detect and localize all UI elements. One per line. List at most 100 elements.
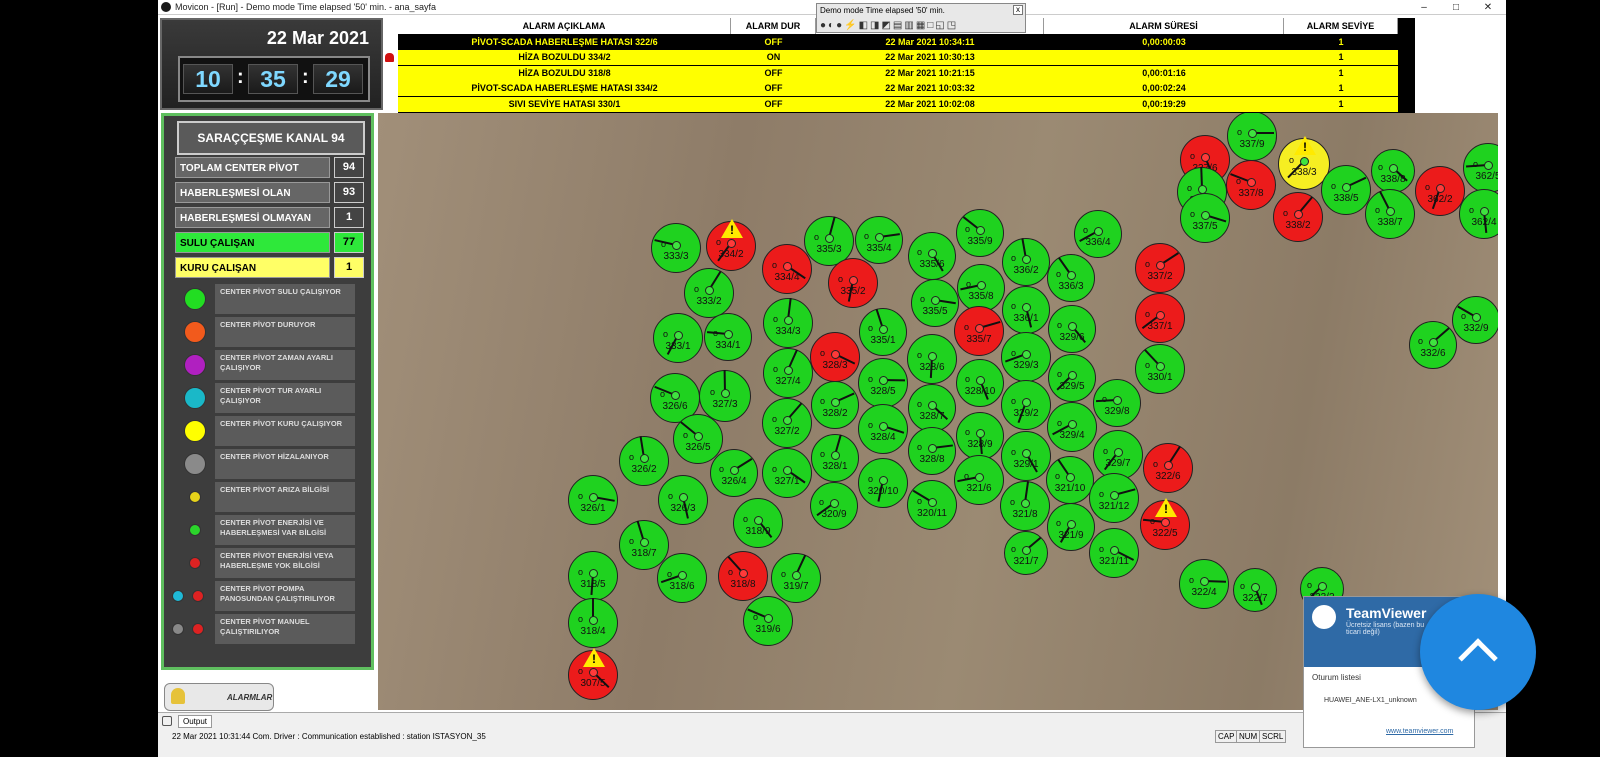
pivot-320-11[interactable]: o 320/11 [907, 480, 957, 530]
pivot-318-9[interactable]: o 318/9 [733, 498, 783, 548]
pivot-335-1[interactable]: o 335/1 [859, 308, 907, 356]
tab-output[interactable]: Output [178, 715, 213, 728]
alarm-row[interactable]: HİZA BOZULDU 318/8 OFF 22 Mar 2021 10:21:1… [398, 65, 1398, 81]
pivot-329-8[interactable]: o 329/8 [1093, 379, 1141, 427]
pivot-333-3[interactable]: o 333/3 [651, 223, 701, 273]
pivot-320-10[interactable]: o 320/10 [858, 458, 908, 508]
pivot-328-2[interactable]: o 328/2 [811, 381, 859, 429]
maximize-button[interactable]: □ [1452, 2, 1460, 13]
pivot-329-3[interactable]: o 329/3 [1001, 332, 1051, 382]
alarms-button[interactable]: ALARMLAR [164, 683, 274, 711]
pivot-318-8[interactable]: o 318/8 [718, 551, 768, 601]
pivot-336-4[interactable]: o 336/4 [1074, 210, 1122, 258]
pivot-307-5[interactable]: o 307/5! [568, 648, 618, 700]
pivot-322-5[interactable]: o 322/5! [1140, 498, 1190, 550]
pivot-326-5[interactable]: o 326/5 [673, 414, 723, 464]
pivot-330-1[interactable]: o 330/1 [1135, 344, 1185, 394]
pivot-333-2[interactable]: o 333/2 [684, 268, 734, 318]
alarm-row[interactable]: HİZA BOZULDU 334/2 ON 22 Mar 2021 10:30:13… [385, 50, 1398, 66]
pivot-328-5[interactable]: o 328/5 [858, 358, 908, 408]
alarm-row[interactable]: SIVI SEVİYE HATASI 330/1 OFF 22 Mar 2021 1… [398, 96, 1398, 112]
pivot-327-3[interactable]: o 327/3 [699, 369, 751, 422]
pivot-326-4[interactable]: o 326/4 [710, 449, 758, 497]
pivot-334-2[interactable]: o 334/2! [706, 219, 756, 271]
pivot-338-5[interactable]: o 338/5 [1321, 165, 1371, 215]
alarm-row[interactable]: PİVOT-SCADA HABERLEŞME HATASI 322/6 OFF 22… [398, 35, 1398, 50]
teamviewer-link[interactable]: www.teamviewer.com [1386, 728, 1454, 735]
pivot-334-4[interactable]: o 334/4 [762, 244, 812, 294]
pivot-335-2[interactable]: o 335/2 [828, 258, 878, 308]
pivot-336-1[interactable]: o 336/1 [1002, 286, 1050, 334]
pivot-335-3[interactable]: o 335/3 [804, 216, 854, 266]
pivot-329-4[interactable]: o 329/4 [1047, 402, 1097, 452]
header-alarm-duration[interactable]: ALARM SÜRESİ [1044, 18, 1284, 34]
session-list-title[interactable]: Oturum listesi [1312, 673, 1361, 682]
pivot-337-1[interactable]: o 337/1 [1135, 293, 1185, 343]
pivot-362-2[interactable]: o 362/2 [1415, 166, 1465, 216]
pivot-338-2[interactable]: o 338/2 [1273, 192, 1323, 242]
pivot-329-1[interactable]: o 329/1 [1001, 431, 1051, 481]
pivot-328-1[interactable]: o 328/1 [811, 434, 859, 482]
minimize-button[interactable]: ‒ [1421, 2, 1427, 13]
pivot-321-6[interactable]: o 321/6 [954, 455, 1004, 505]
pivot-338-7[interactable]: o 338/7 [1365, 189, 1415, 239]
pivot-329-7[interactable]: o 329/7 [1093, 430, 1143, 480]
pivot-328-6[interactable]: o 328/6 [907, 334, 957, 384]
pivot-328-7[interactable]: o 328/7 [908, 384, 956, 432]
scroll-up-button[interactable] [1420, 594, 1536, 710]
alarm-row[interactable]: PİVOT-SCADA HABERLEŞME HATASI 334/2 OFF 22… [398, 81, 1398, 97]
pivot-337-2[interactable]: o 337/2 [1135, 243, 1185, 293]
pivot-334-3[interactable]: o 334/3 [763, 298, 813, 348]
pivot-328-9[interactable]: o 328/9 [956, 412, 1004, 460]
pivot-322-7[interactable]: o 322/7 [1233, 568, 1277, 612]
header-alarm-description[interactable]: ALARM AÇIKLAMA [398, 18, 731, 34]
pivot-328-10[interactable]: o 328/10 [956, 359, 1004, 407]
demo-toolbar[interactable]: Demo mode Time elapsed '50' min. x ●◐●⚡◧… [816, 3, 1026, 33]
pivot-333-1[interactable]: o 333/1 [653, 313, 703, 363]
pivot-335-7[interactable]: o 335/7 [954, 306, 1004, 356]
pivot-319-7[interactable]: o 319/7 [771, 553, 821, 603]
pivot-321-7[interactable]: o 321/7 [1004, 531, 1048, 575]
pivot-321-9[interactable]: o 321/9 [1047, 503, 1095, 551]
pivot-335-9[interactable]: o 335/9 [956, 209, 1004, 257]
pivot-335-6[interactable]: o 335/6 [908, 232, 956, 280]
pivot-337-5[interactable]: o 337/5 [1180, 193, 1230, 243]
pivot-332-6[interactable]: o 332/6 [1409, 321, 1457, 369]
pivot-335-4[interactable]: o 335/4 [855, 216, 903, 264]
pivot-329-6[interactable]: o 329/6 [1048, 305, 1096, 353]
pivot-337-9[interactable]: o 337/9 [1227, 113, 1277, 161]
pivot-318-6[interactable]: o 318/6 [657, 553, 707, 603]
demo-close-button[interactable]: x [1013, 5, 1023, 15]
pivot-326-3[interactable]: o 326/3 [658, 475, 708, 525]
pivot-335-8[interactable]: o 335/8 [957, 264, 1005, 312]
pivot-328-8[interactable]: o 328/8 [908, 427, 956, 475]
header-alarm-level[interactable]: ALARM SEVİYE [1284, 18, 1398, 34]
pivot-319-6[interactable]: o 319/6 [743, 596, 793, 646]
pivot-334-1[interactable]: o 334/1 [704, 313, 752, 361]
pivot-321-8[interactable]: o 321/8 [1000, 481, 1050, 531]
toolbar-icons[interactable]: ●◐●⚡◧◨◩▤▥▦□◱◳ [820, 20, 959, 31]
pivot-327-2[interactable]: o 327/2 [762, 398, 812, 448]
pivot-327-1[interactable]: o 327/1 [762, 448, 812, 498]
session-device[interactable]: HUAWEI_ANE-LX1_unknown [1324, 697, 1417, 704]
pivot-326-1[interactable]: o 326/1 [568, 475, 618, 525]
pivot-328-3[interactable]: o 328/3 [810, 332, 860, 382]
pivot-362-4[interactable]: o 362/4 [1459, 189, 1498, 239]
pivot-321-12[interactable]: o 321/12 [1089, 473, 1139, 523]
header-alarm-status[interactable]: ALARM DUR [731, 18, 816, 34]
pivot-327-4[interactable]: o 327/4 [763, 348, 813, 398]
pivot-map[interactable]: o337/9o337/6o338/3!o337/8o337/3o338/5o33… [378, 113, 1498, 710]
pivot-362-5[interactable]: o 362/5 [1463, 143, 1498, 193]
pivot-336-3[interactable]: o 336/3 [1047, 254, 1095, 302]
pivot-318-4[interactable]: o 318/4 [568, 598, 618, 648]
pivot-338-8[interactable]: o 338/8 [1371, 149, 1415, 193]
pivot-336-2[interactable]: o 336/2 [1002, 238, 1050, 286]
pivot-318-5[interactable]: o 318/5 [568, 551, 618, 601]
pivot-320-9[interactable]: o 320/9 [810, 482, 858, 530]
pivot-321-11[interactable]: o 321/11 [1089, 528, 1139, 578]
pivot-329-5[interactable]: o 329/5 [1048, 354, 1096, 402]
pivot-335-5[interactable]: o 335/5 [911, 279, 959, 327]
pivot-322-4[interactable]: o 322/4 [1179, 559, 1229, 609]
pivot-337-8[interactable]: o 337/8 [1226, 160, 1276, 210]
close-button[interactable]: ✕ [1483, 2, 1493, 13]
